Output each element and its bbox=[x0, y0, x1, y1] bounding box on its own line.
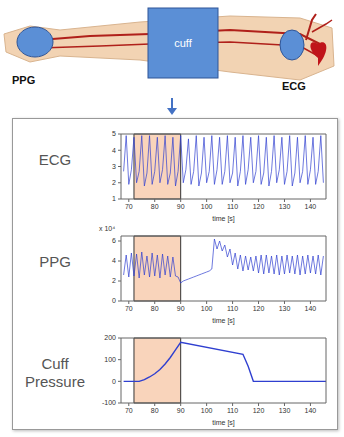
svg-text:70: 70 bbox=[125, 305, 133, 312]
svg-text:3: 3 bbox=[112, 163, 116, 170]
svg-text:120: 120 bbox=[253, 203, 265, 210]
svg-text:5: 5 bbox=[112, 130, 116, 137]
svg-text:70: 70 bbox=[125, 407, 133, 414]
svg-text:cuff: cuff bbox=[174, 37, 192, 49]
html-text:x 10⁴: x 10⁴ bbox=[99, 225, 116, 232]
svg-text:140: 140 bbox=[305, 305, 317, 312]
svg-text:PPG: PPG bbox=[12, 74, 35, 86]
svg-text:2: 2 bbox=[112, 277, 116, 284]
svg-text:2: 2 bbox=[112, 179, 116, 186]
svg-text:4: 4 bbox=[112, 147, 116, 154]
svg-text:100: 100 bbox=[201, 407, 213, 414]
svg-text:100: 100 bbox=[201, 203, 213, 210]
svg-text:120: 120 bbox=[253, 407, 265, 414]
svg-text:90: 90 bbox=[177, 203, 185, 210]
svg-text:1: 1 bbox=[112, 195, 116, 202]
svg-text:140: 140 bbox=[305, 203, 317, 210]
html-text:PPG: PPG bbox=[39, 253, 71, 270]
svg-text:130: 130 bbox=[279, 305, 291, 312]
svg-text:140: 140 bbox=[305, 407, 317, 414]
svg-text:time [s]: time [s] bbox=[212, 419, 235, 427]
svg-text:80: 80 bbox=[151, 407, 159, 414]
svg-text:110: 110 bbox=[227, 203, 238, 210]
svg-text:time [s]: time [s] bbox=[212, 317, 235, 325]
svg-text:-100: -100 bbox=[102, 399, 116, 406]
svg-text:4: 4 bbox=[112, 257, 116, 264]
svg-text:110: 110 bbox=[227, 407, 238, 414]
svg-text:130: 130 bbox=[279, 407, 291, 414]
svg-text:120: 120 bbox=[253, 305, 265, 312]
svg-text:80: 80 bbox=[151, 203, 159, 210]
svg-text:70: 70 bbox=[125, 203, 133, 210]
svg-text:100: 100 bbox=[201, 305, 213, 312]
svg-text:0: 0 bbox=[112, 297, 116, 304]
svg-text:0: 0 bbox=[112, 378, 116, 385]
svg-text:200: 200 bbox=[104, 334, 116, 341]
svg-text:90: 90 bbox=[177, 407, 185, 414]
html-text:ECG: ECG bbox=[38, 151, 72, 168]
svg-text:time [s]: time [s] bbox=[212, 215, 235, 223]
svg-text:ECG: ECG bbox=[282, 80, 306, 92]
svg-text:6: 6 bbox=[112, 237, 116, 244]
svg-text:90: 90 bbox=[177, 305, 185, 312]
svg-text:100: 100 bbox=[104, 356, 116, 363]
svg-text:80: 80 bbox=[151, 305, 159, 312]
html-text:Cuff Pressure: Cuff Pressure bbox=[25, 355, 85, 390]
svg-text:130: 130 bbox=[279, 203, 291, 210]
svg-text:110: 110 bbox=[227, 305, 238, 312]
